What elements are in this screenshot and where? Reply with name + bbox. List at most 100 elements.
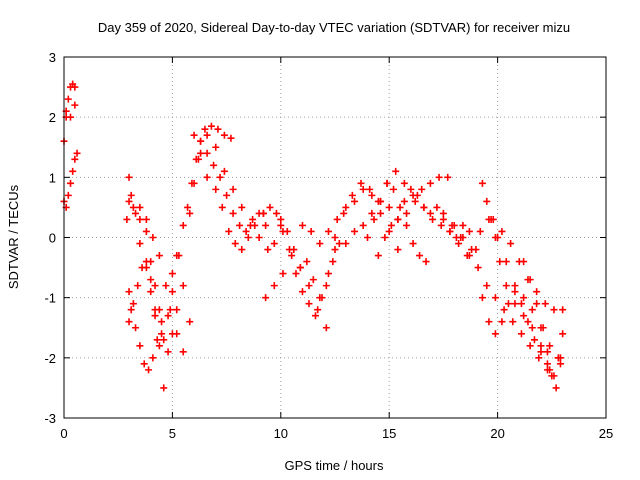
- data-point: [142, 215, 150, 223]
- data-point: [136, 240, 144, 248]
- data-point: [526, 276, 534, 284]
- data-point: [179, 221, 187, 229]
- data-point: [377, 197, 385, 205]
- data-point: [153, 336, 161, 344]
- data-point: [236, 221, 244, 229]
- data-point: [179, 282, 187, 290]
- data-point: [67, 179, 75, 187]
- data-point: [303, 258, 311, 266]
- data-point: [155, 252, 163, 260]
- y-tick-label: 1: [49, 170, 56, 185]
- data-point: [207, 122, 215, 130]
- data-point: [517, 300, 525, 308]
- data-point: [142, 227, 150, 235]
- data-point: [305, 300, 313, 308]
- data-point: [383, 179, 391, 187]
- data-point: [468, 246, 476, 254]
- data-point: [309, 276, 317, 284]
- data-point: [279, 270, 287, 278]
- data-point: [305, 282, 313, 290]
- data-point: [502, 282, 510, 290]
- data-point: [71, 101, 79, 109]
- data-point: [132, 324, 140, 332]
- data-point: [377, 209, 385, 217]
- data-point: [543, 348, 551, 356]
- data-point: [509, 318, 517, 326]
- data-point: [559, 306, 567, 314]
- data-point: [127, 306, 135, 314]
- data-point: [277, 215, 285, 223]
- data-point: [548, 372, 556, 380]
- data-point: [218, 203, 226, 211]
- data-point: [546, 342, 554, 350]
- data-point: [64, 95, 72, 103]
- data-point: [407, 185, 415, 193]
- data-point: [173, 306, 181, 314]
- data-point: [229, 185, 237, 193]
- data-point: [212, 185, 220, 193]
- data-point: [474, 264, 482, 272]
- data-point: [496, 258, 504, 266]
- plot-frame: [63, 56, 607, 419]
- data-point: [390, 185, 398, 193]
- data-point: [238, 203, 246, 211]
- data-point: [333, 215, 341, 223]
- data-point: [559, 330, 567, 338]
- data-point: [136, 342, 144, 350]
- data-point: [364, 234, 372, 241]
- y-axis-label: SDTVAR / TECUs: [6, 184, 21, 289]
- data-point: [444, 173, 452, 181]
- data-point: [238, 246, 246, 254]
- data-point: [541, 300, 549, 308]
- data-point: [277, 221, 285, 229]
- data-point: [533, 288, 541, 296]
- data-point: [556, 360, 564, 368]
- data-point: [194, 155, 202, 163]
- data-point: [511, 300, 519, 308]
- data-point: [264, 246, 272, 254]
- data-point: [129, 300, 137, 308]
- data-point: [168, 270, 176, 278]
- data-point: [316, 294, 324, 302]
- data-point: [420, 203, 428, 211]
- data-point: [478, 179, 486, 187]
- data-point: [511, 282, 519, 290]
- data-point: [214, 125, 222, 133]
- x-tick-label: 20: [490, 426, 504, 441]
- data-point: [556, 354, 564, 362]
- data-point: [500, 306, 508, 314]
- data-point: [173, 330, 181, 338]
- data-point: [485, 318, 493, 326]
- data-point: [168, 288, 176, 296]
- data-point: [138, 264, 146, 272]
- data-point: [225, 227, 233, 235]
- data-point: [528, 324, 536, 332]
- data-point: [216, 173, 224, 181]
- data-point: [210, 161, 218, 169]
- data-point: [357, 179, 365, 187]
- data-point: [140, 360, 148, 368]
- data-point: [64, 191, 72, 199]
- data-point: [145, 366, 153, 374]
- data-point: [155, 342, 163, 350]
- data-point: [197, 137, 205, 145]
- data-point: [125, 197, 133, 205]
- data-point: [392, 167, 400, 175]
- data-point: [478, 294, 486, 302]
- data-point: [426, 209, 434, 217]
- data-point: [227, 134, 235, 142]
- data-point: [298, 221, 306, 229]
- data-point: [290, 246, 298, 254]
- data-point: [455, 240, 463, 248]
- data-point: [67, 113, 75, 121]
- data-point: [197, 149, 205, 157]
- data-point: [526, 342, 534, 350]
- data-point: [147, 288, 155, 296]
- data-point: [342, 203, 350, 211]
- data-point: [262, 294, 270, 302]
- data-point: [127, 191, 135, 199]
- data-point: [324, 270, 332, 278]
- data-point: [71, 155, 79, 163]
- data-point: [259, 209, 267, 217]
- x-tick-label: 15: [382, 426, 396, 441]
